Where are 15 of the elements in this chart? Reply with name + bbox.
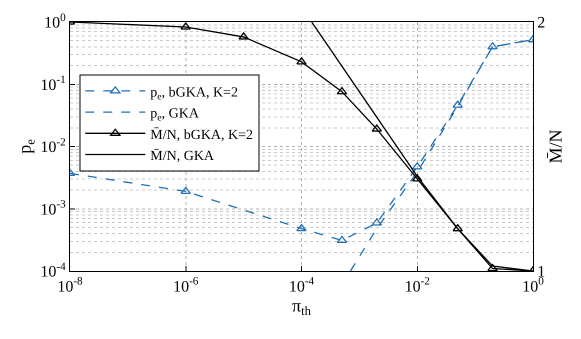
legend-label: p$_{e}$, GKA	[150, 106, 200, 124]
x-tick-label: 10$^{-2}$	[404, 276, 430, 296]
legend-label: M̄/N, bGKA, K=2	[150, 127, 254, 143]
x-tick-label: 10$^{0}$	[522, 276, 544, 296]
x-axis-title: π$_{th}$	[292, 295, 312, 318]
y-tick-label: 10$^{-3}$	[40, 198, 66, 218]
y-tick-label: 10$^{-1}$	[40, 74, 66, 94]
legend-label: M̄/N, GKA	[150, 148, 215, 164]
legend-label: p$_{e}$, bGKA, K=2	[150, 85, 238, 102]
y-tick-label: 10$^{-2}$	[40, 136, 66, 156]
x-tick-label: 10$^{-6}$	[173, 276, 199, 296]
x-tick-label: 10$^{-4}$	[288, 276, 315, 296]
y2-axis-title: M̄/N	[545, 129, 566, 164]
y2-tick-label: 2	[537, 14, 546, 32]
y-tick-label: 10$^{0}$	[44, 12, 66, 32]
